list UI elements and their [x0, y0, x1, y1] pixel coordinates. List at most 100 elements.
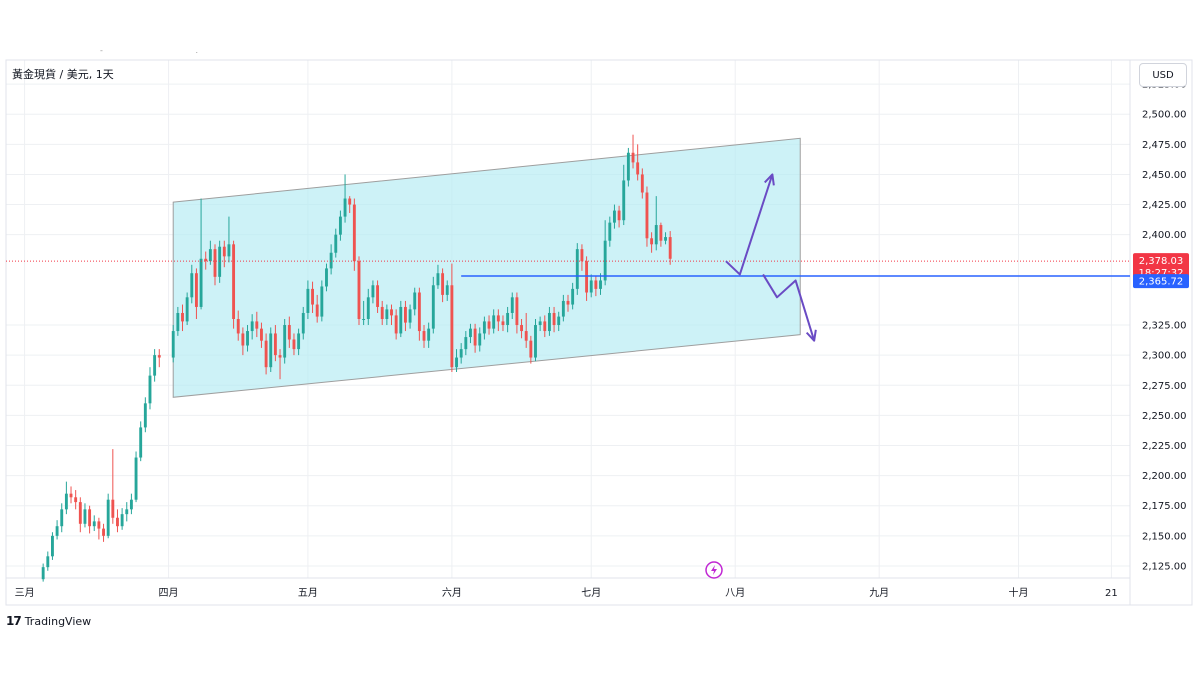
candle-body [626, 152, 630, 181]
top-marks: - . [100, 46, 198, 55]
candle-body [603, 240, 607, 281]
candle-body [403, 306, 407, 323]
candle-body [362, 319, 366, 320]
candlesticks [41, 134, 672, 582]
y-tick-label: 2,125.00 [1142, 561, 1187, 572]
chart-frame [5, 59, 1193, 606]
candle-body [41, 567, 45, 580]
candle-body [64, 493, 68, 510]
candle-body [636, 162, 640, 175]
currency-button[interactable]: USD [1139, 63, 1187, 87]
candle-body [190, 273, 194, 298]
candle-body [320, 286, 324, 317]
candle-body [659, 225, 663, 241]
candle-body [376, 285, 380, 307]
candle-body [106, 499, 110, 536]
candle-body [543, 321, 547, 332]
candle-body [334, 234, 338, 253]
candle-body [218, 246, 222, 277]
candle-body [287, 325, 291, 340]
candle-body [143, 403, 147, 428]
candle-body [580, 249, 584, 262]
projection-arrow-head [805, 329, 817, 342]
candle-body [171, 331, 175, 358]
candle-body [125, 509, 129, 515]
current-price-label: 2,378.03 [1139, 256, 1184, 267]
candle-body [352, 204, 356, 262]
candle-body [538, 321, 542, 326]
candle-body [654, 225, 658, 245]
x-tick-label: 九月 [869, 587, 889, 599]
candle-body [283, 325, 287, 358]
candle-body [129, 499, 133, 510]
candle-body [589, 280, 593, 293]
candle-body [176, 312, 180, 332]
candle-body [664, 237, 667, 241]
candle-body [459, 349, 463, 358]
candle-body [613, 210, 616, 223]
candle-body [640, 174, 644, 193]
top-mark-2: . [195, 46, 198, 55]
candle-body [120, 514, 124, 527]
candle-body [594, 280, 598, 289]
candle-body [566, 300, 570, 305]
lightning-icon[interactable] [705, 561, 723, 579]
candle-body [515, 297, 519, 326]
top-mark-1: - [100, 46, 103, 55]
candle-body [571, 288, 575, 305]
candle-body [273, 333, 277, 356]
candle-body [506, 312, 510, 326]
candle-body [325, 268, 328, 287]
candle-body [51, 535, 54, 557]
candle-body [529, 340, 533, 358]
candle-body [575, 249, 579, 289]
candle-body [102, 528, 105, 536]
candle-body [371, 285, 375, 298]
candle-body [236, 319, 240, 334]
candle-body [510, 297, 514, 313]
candle-body [153, 355, 157, 376]
candle-body [547, 312, 551, 332]
candle-body [69, 493, 73, 498]
candle-body [297, 333, 301, 350]
candle-body [260, 328, 263, 341]
candle-body [329, 252, 333, 269]
candle-body [413, 292, 417, 310]
candle-body [269, 333, 273, 368]
candle-body [431, 285, 435, 329]
candle-body [390, 309, 393, 316]
candle-body [608, 222, 612, 241]
candle-body [417, 292, 421, 332]
candle-body [455, 357, 458, 368]
candle-body [668, 237, 672, 259]
tradingview-logo[interactable]: 17 TradingView [6, 614, 91, 628]
x-tick-label: 四月 [159, 587, 179, 599]
candle-body [348, 198, 352, 205]
candle-body [422, 331, 426, 341]
candle-body [394, 315, 398, 334]
projection-arrow-path [725, 174, 774, 276]
candle-body [92, 521, 96, 527]
candle-body [148, 375, 152, 404]
candle-body [241, 333, 245, 346]
candle-body [492, 315, 496, 329]
x-tick-label: 八月 [725, 587, 745, 599]
candle-body [301, 312, 305, 334]
candle-body [427, 328, 431, 341]
y-tick-label: 2,475.00 [1142, 140, 1187, 151]
candle-body [55, 526, 59, 536]
y-tick-label: 2,275.00 [1142, 381, 1187, 392]
projection-arrow-head [764, 173, 775, 186]
projection-arrows[interactable] [725, 173, 817, 342]
symbol-title[interactable]: 黃金現貨 / 美元, 1天 [12, 68, 114, 81]
candle-body [134, 457, 138, 500]
candle-body [445, 285, 449, 295]
y-tick-label: 2,300.00 [1142, 351, 1187, 362]
candle-body [60, 509, 64, 527]
candle-body [343, 198, 347, 217]
candle-body [46, 556, 50, 568]
y-tick-label: 2,450.00 [1142, 170, 1187, 181]
candle-body [478, 333, 482, 346]
candle-body [399, 306, 403, 334]
